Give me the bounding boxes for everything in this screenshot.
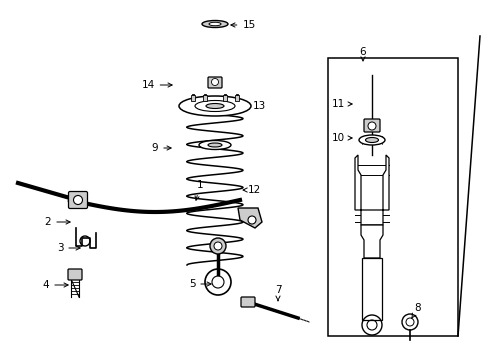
Polygon shape [360,225,382,258]
Ellipse shape [205,104,224,108]
Ellipse shape [207,143,222,147]
Text: 12: 12 [243,185,260,195]
Ellipse shape [179,96,250,116]
Circle shape [211,78,218,85]
Text: 8: 8 [411,303,421,318]
Bar [235,95,239,101]
Circle shape [73,195,82,204]
Text: 2: 2 [44,217,70,227]
Text: 4: 4 [42,280,68,290]
Ellipse shape [202,21,227,27]
Circle shape [247,216,256,224]
FancyBboxPatch shape [241,297,254,307]
Bar [191,95,195,101]
Ellipse shape [358,135,384,145]
Circle shape [214,242,222,250]
Ellipse shape [365,138,378,143]
Text: 6: 6 [359,47,366,61]
FancyBboxPatch shape [68,269,82,280]
FancyBboxPatch shape [68,192,87,208]
Text: 13: 13 [244,101,265,111]
Bar [361,258,381,320]
Text: 15: 15 [230,20,255,30]
Bar [327,58,457,336]
Text: 11: 11 [331,99,351,109]
Text: 5: 5 [188,279,211,289]
Ellipse shape [195,100,235,112]
Bar [203,95,206,101]
FancyBboxPatch shape [207,77,222,88]
Circle shape [367,122,375,130]
Bar [223,95,226,101]
Ellipse shape [208,22,221,26]
Text: 14: 14 [141,80,172,90]
Text: 7: 7 [274,285,281,301]
Text: 1: 1 [195,180,203,200]
Polygon shape [354,155,388,225]
Text: 3: 3 [57,243,80,253]
Text: 9: 9 [151,143,171,153]
Polygon shape [238,208,262,228]
FancyBboxPatch shape [363,119,379,132]
Text: 10: 10 [331,133,351,143]
Circle shape [209,238,225,254]
Ellipse shape [199,140,230,149]
